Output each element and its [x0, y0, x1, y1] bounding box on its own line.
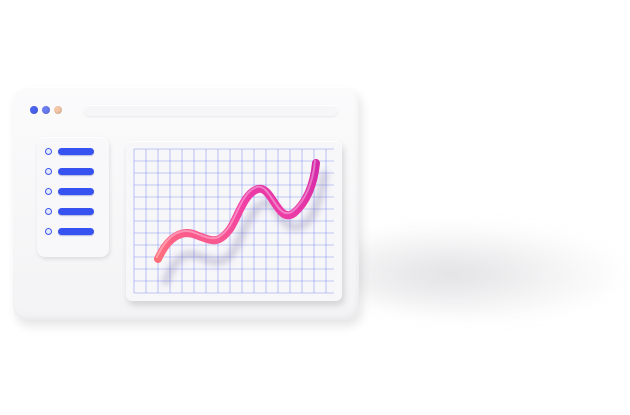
bullet-icon — [45, 188, 52, 195]
sidebar-item[interactable] — [45, 187, 97, 197]
window-dot-icon[interactable] — [42, 106, 50, 114]
sidebar-item-placeholder — [58, 208, 94, 215]
browser-window — [13, 87, 359, 320]
bullet-icon — [45, 148, 52, 155]
sidebar-item-placeholder — [58, 188, 94, 195]
sidebar — [37, 137, 109, 257]
sidebar-item-placeholder — [58, 168, 94, 175]
sidebar-item[interactable] — [45, 227, 97, 237]
bullet-icon — [45, 208, 52, 215]
window-dot-icon[interactable] — [30, 106, 38, 114]
trend-line-highlight — [156, 160, 316, 258]
trend-line — [154, 159, 320, 263]
floor-shadow — [330, 222, 630, 317]
window-controls — [30, 106, 62, 114]
bullet-icon — [45, 168, 52, 175]
trend-line-shadow — [161, 170, 329, 286]
bullet-icon — [45, 228, 52, 235]
window-dot-icon[interactable] — [54, 106, 62, 114]
sidebar-item-placeholder — [58, 228, 94, 235]
line-chart — [133, 148, 334, 294]
sidebar-item[interactable] — [45, 207, 97, 217]
sidebar-item[interactable] — [45, 167, 97, 177]
sidebar-item-placeholder — [58, 148, 94, 155]
address-bar[interactable] — [84, 105, 338, 116]
sidebar-item[interactable] — [45, 147, 97, 157]
chart-card — [126, 141, 342, 301]
